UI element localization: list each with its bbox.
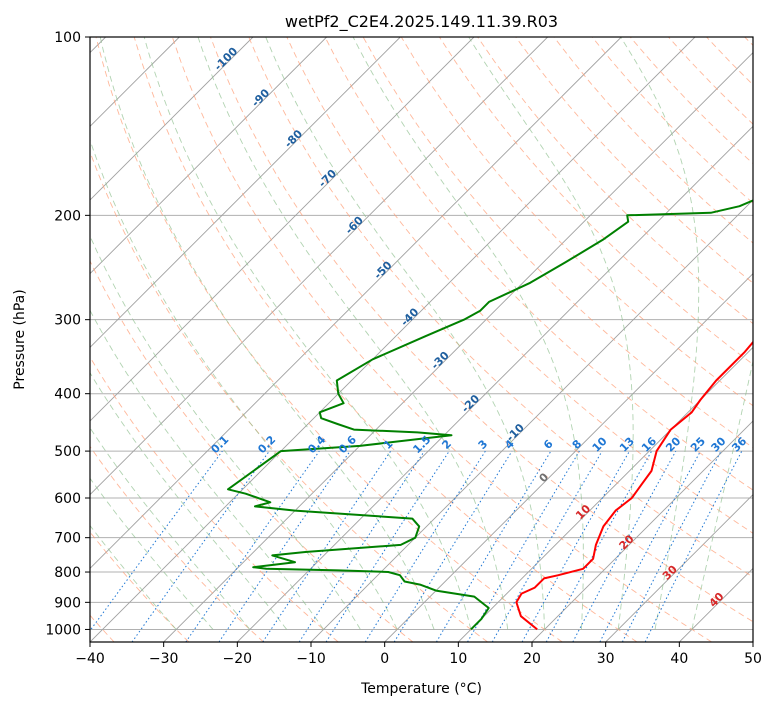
moist-adiabat-line [90, 309, 324, 630]
dry-adiabat-line [248, 37, 753, 578]
dry-adiabat-line [286, 37, 753, 534]
isotherm-line [90, 37, 254, 201]
y-axis-label: Pressure (hPa) [12, 289, 28, 389]
dry-adiabat-line [171, 37, 712, 642]
moist-adiabat-line [691, 359, 753, 630]
isotherm-line [90, 37, 401, 348]
mixing-ratio-line [262, 450, 392, 642]
dry-adiabat-line [90, 259, 414, 642]
profile-series-line [227, 199, 753, 631]
moist-adiabat-line [99, 37, 435, 630]
x-tick-label: 40 [670, 651, 688, 667]
mixing-ratio-line [644, 450, 743, 642]
x-tick-label: 10 [449, 651, 467, 667]
dry-adiabat-line [90, 356, 339, 642]
mixing-ratio-line [393, 450, 513, 642]
chart-title: wetPf2_C2E4.2025.149.11.39.R03 [285, 12, 558, 32]
x-axis: −40 −30 −20 −10 0 10 20 30 40 50 [75, 642, 762, 667]
y-tick-label: 1000 [45, 622, 81, 638]
isotherm-line [163, 52, 753, 642]
plot-frame [89, 36, 754, 643]
isotherm-line [384, 273, 753, 642]
moist-adiabat-line [90, 371, 288, 630]
x-tick-label: −30 [149, 651, 179, 667]
y-tick-label: 600 [54, 491, 81, 507]
mixing-ratio-line [572, 450, 677, 642]
isotherm-line [90, 37, 327, 275]
dry-adiabat-line [95, 37, 563, 642]
x-tick-label: −40 [75, 651, 105, 667]
isotherm-line [605, 494, 753, 642]
isotherm-line [237, 125, 753, 642]
y-tick-label: 400 [54, 387, 81, 403]
mixing-ratio-line [325, 450, 450, 642]
dry-adiabat-line [210, 37, 753, 623]
isotherm-line [90, 37, 548, 496]
moist-adiabat-line [265, 37, 546, 630]
background-lines [90, 37, 753, 642]
x-tick-label: −10 [296, 651, 326, 667]
moist-adiabat-line [468, 37, 634, 630]
y-tick-label: 700 [54, 531, 81, 547]
mixing-ratio-line [185, 450, 320, 642]
isotherm-line [458, 346, 753, 642]
x-tick-label: 20 [523, 651, 541, 667]
isotherm-line [90, 37, 475, 422]
mixing-ratio-line [521, 450, 630, 642]
isotherm-line [752, 641, 753, 642]
profile-series-line [515, 340, 753, 631]
dry-adiabat-line [324, 37, 753, 491]
y-tick-label: 900 [54, 595, 81, 611]
dry-adiabat-line [515, 37, 753, 284]
x-tick-label: 50 [744, 651, 762, 667]
mixing-ratio-line [218, 450, 351, 642]
x-tick-label: −20 [223, 651, 253, 667]
moist-adiabat-line [197, 37, 509, 630]
y-tick-label: 200 [54, 208, 81, 224]
moist-adiabat-line [620, 37, 700, 630]
moist-adiabat-line [352, 37, 584, 630]
x-axis-label: Temperature (°C) [360, 681, 482, 697]
profile-series [227, 199, 753, 631]
isotherm-line [90, 37, 622, 569]
y-tick-label: 500 [54, 444, 81, 460]
plot-area [90, 37, 753, 642]
y-tick-label: 800 [54, 565, 81, 581]
mixing-ratio-line [131, 450, 270, 642]
x-tick-label: 30 [597, 651, 615, 667]
y-axis: 100 200 300 400 500 600 700 800 900 1000 [45, 30, 90, 638]
isotherm-line [531, 420, 753, 642]
moist-adiabat-line [90, 477, 214, 630]
pressure-gridlines [90, 36, 753, 630]
dry-adiabat-line [133, 37, 638, 642]
dry-adiabat-line [90, 445, 264, 642]
y-tick-label: 100 [54, 30, 81, 46]
y-tick-label: 300 [54, 313, 81, 329]
moist-adiabat-line [90, 138, 398, 630]
mixing-ratio-line [90, 450, 223, 632]
moist-adiabat-line [90, 524, 177, 630]
moist-adiabat-line [143, 37, 472, 630]
mixing-ratio-line [298, 450, 425, 642]
isotherm-line [90, 37, 696, 642]
moist-adiabat-line [90, 235, 361, 630]
moist-adiabat-line [90, 427, 251, 630]
x-tick-label: 0 [380, 651, 389, 667]
